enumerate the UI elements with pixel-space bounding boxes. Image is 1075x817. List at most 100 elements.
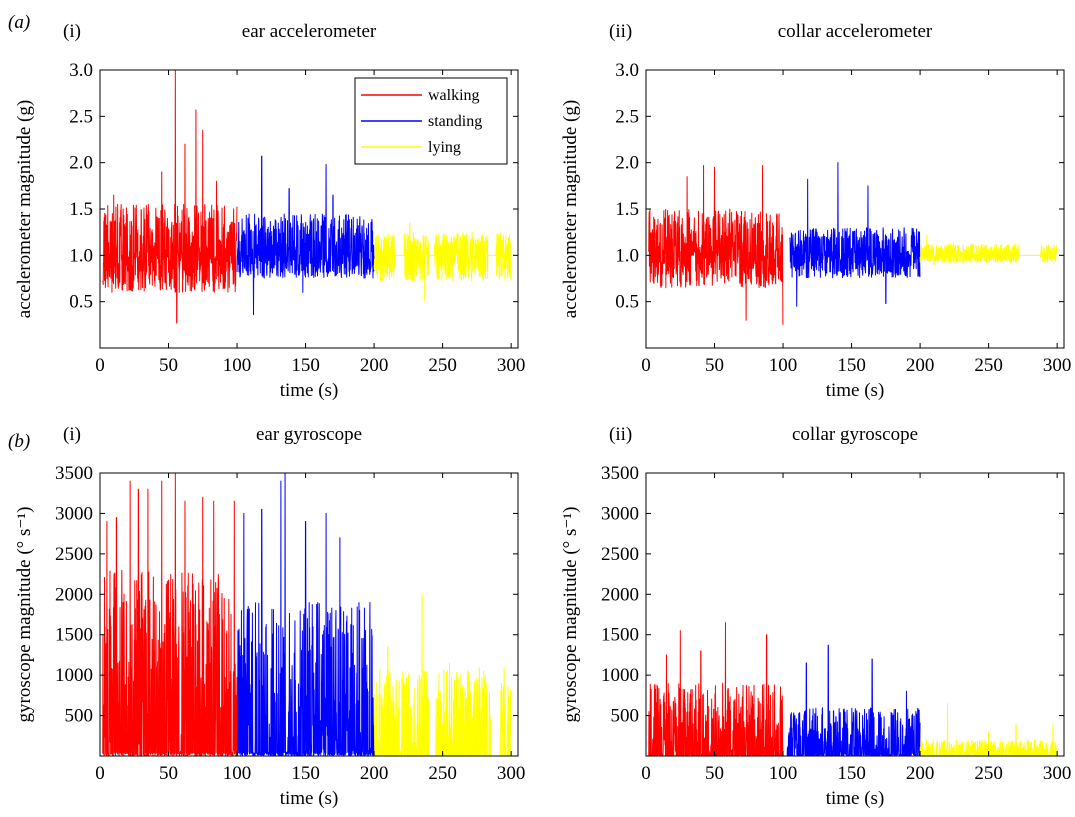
x-tick-label: 100 bbox=[769, 355, 798, 376]
x-tick-label: 100 bbox=[223, 763, 252, 784]
y-tick-label: 3500 bbox=[601, 463, 639, 484]
chart-sublabel: (i) bbox=[63, 424, 81, 445]
legend-label-walking: walking bbox=[428, 87, 480, 104]
chart-ear-gyro: 0 50 100 150 200 250 300 500 1000 1500 2000 2500 300… bbox=[14, 424, 525, 809]
y-tick-label: 1.5 bbox=[69, 199, 93, 220]
axes-frame bbox=[99, 472, 519, 757]
series-line-walking bbox=[102, 70, 238, 324]
chart-title: collar accelerometer bbox=[778, 21, 933, 42]
y-axis-label: gyroscope magnitude (° s⁻¹) bbox=[14, 507, 35, 723]
x-axis-label: time (s) bbox=[280, 788, 339, 809]
x-tick-label: 200 bbox=[360, 355, 389, 376]
legend: walking standing lying bbox=[354, 77, 508, 165]
series-line-standing bbox=[236, 473, 375, 756]
series-group bbox=[102, 473, 512, 756]
chart-ear-acc: 0 50 100 150 200 250 300 0.5 1.0 1.5 2.0 2.5 3.0 (i) e… bbox=[14, 21, 525, 401]
y-tick-label: 1500 bbox=[55, 625, 93, 646]
panel-label-a: (a) bbox=[8, 12, 30, 33]
x-tick-label: 300 bbox=[497, 355, 526, 376]
y-tick-label: 2000 bbox=[601, 584, 639, 605]
y-tick-label: 2000 bbox=[55, 584, 93, 605]
y-tick-label: 500 bbox=[611, 706, 640, 727]
series-line-lying bbox=[919, 234, 1058, 266]
y-axis-label: gyroscope magnitude (° s⁻¹) bbox=[560, 507, 581, 723]
x-tick-label: 50 bbox=[159, 763, 178, 784]
y-tick-label: 0.5 bbox=[615, 292, 639, 313]
y-tick-label: 1.5 bbox=[615, 199, 639, 220]
series-line-walking bbox=[648, 622, 784, 756]
x-tick-label: 250 bbox=[974, 763, 1003, 784]
x-tick-label: 150 bbox=[291, 355, 320, 376]
x-axis-label: time (s) bbox=[826, 380, 885, 401]
x-tick-label: 50 bbox=[705, 763, 724, 784]
panel-label-b: (b) bbox=[8, 431, 30, 452]
y-axis-label: accelerometer magnitude (g) bbox=[560, 100, 581, 318]
series-line-lying bbox=[919, 702, 1058, 756]
x-tick-label: 300 bbox=[497, 763, 526, 784]
chart-title: ear accelerometer bbox=[242, 21, 377, 42]
y-tick-label: 2.5 bbox=[69, 106, 93, 127]
x-tick-label: 0 bbox=[641, 763, 651, 784]
y-tick-label: 3000 bbox=[601, 503, 639, 524]
x-tick-label: 250 bbox=[974, 355, 1003, 376]
y-tick-label: 500 bbox=[65, 706, 94, 727]
x-tick-label: 0 bbox=[95, 763, 105, 784]
y-tick-label: 2500 bbox=[601, 544, 639, 565]
y-tick-label: 0.5 bbox=[69, 292, 93, 313]
x-tick-label: 150 bbox=[837, 763, 866, 784]
series-line-walking bbox=[102, 473, 238, 756]
x-tick-label: 300 bbox=[1043, 763, 1072, 784]
x-tick-label: 300 bbox=[1043, 355, 1072, 376]
series-line-walking bbox=[648, 164, 784, 325]
chart-collar-gyro: 0 50 100 150 200 250 300 500 1000 1500 2000 2500 300… bbox=[560, 424, 1071, 809]
series-group bbox=[648, 162, 1058, 325]
series-group bbox=[648, 622, 1058, 756]
y-tick-label: 3.0 bbox=[615, 60, 639, 81]
y-tick-label: 1500 bbox=[601, 625, 639, 646]
y-tick-label: 2.0 bbox=[615, 153, 639, 174]
y-tick-label: 3000 bbox=[55, 503, 93, 524]
legend-label-lying: lying bbox=[428, 139, 461, 156]
legend-label-standing: standing bbox=[428, 113, 482, 130]
y-tick-label: 3500 bbox=[55, 463, 93, 484]
y-tick-label: 1000 bbox=[601, 665, 639, 686]
y-tick-label: 2.5 bbox=[615, 106, 639, 127]
axes-frame bbox=[645, 69, 1065, 349]
y-tick-label: 2500 bbox=[55, 544, 93, 565]
chart-sublabel: (i) bbox=[63, 21, 81, 42]
x-tick-label: 250 bbox=[428, 355, 457, 376]
y-tick-label: 1.0 bbox=[615, 245, 639, 266]
y-tick-label: 1000 bbox=[55, 665, 93, 686]
x-tick-label: 100 bbox=[223, 355, 252, 376]
chart-sublabel: (ii) bbox=[609, 21, 632, 42]
y-tick-label: 3.0 bbox=[69, 60, 93, 81]
x-tick-label: 150 bbox=[291, 763, 320, 784]
x-axis-label: time (s) bbox=[280, 380, 339, 401]
y-tick-label: 1.0 bbox=[69, 245, 93, 266]
series-line-standing bbox=[786, 644, 921, 756]
chart-title: ear gyroscope bbox=[256, 424, 362, 445]
x-axis-label: time (s) bbox=[826, 788, 885, 809]
x-tick-label: 0 bbox=[641, 355, 651, 376]
series-line-lying bbox=[373, 593, 512, 756]
chart-title: collar gyroscope bbox=[792, 424, 918, 445]
chart-sublabel: (ii) bbox=[609, 424, 632, 445]
axes-frame bbox=[645, 472, 1065, 757]
charts-group: 0 50 100 150 200 250 300 0.5 1.0 1.5 2.0 2.5 3.0 (i) e… bbox=[14, 21, 1071, 809]
x-tick-label: 200 bbox=[906, 763, 935, 784]
x-tick-label: 0 bbox=[95, 355, 105, 376]
y-tick-label: 2.0 bbox=[69, 153, 93, 174]
series-line-lying bbox=[373, 222, 512, 303]
x-tick-label: 150 bbox=[837, 355, 866, 376]
series-line-standing bbox=[236, 155, 375, 316]
x-tick-label: 200 bbox=[906, 355, 935, 376]
y-axis-label: accelerometer magnitude (g) bbox=[14, 100, 35, 318]
x-tick-label: 200 bbox=[360, 763, 389, 784]
x-tick-label: 50 bbox=[705, 355, 724, 376]
x-tick-label: 100 bbox=[769, 763, 798, 784]
x-tick-label: 50 bbox=[159, 355, 178, 376]
series-group bbox=[102, 70, 512, 324]
x-tick-label: 250 bbox=[428, 763, 457, 784]
chart-collar-acc: 0 50 100 150 200 250 300 0.5 1.0 1.5 2.0 2.5 3.0 (ii)… bbox=[560, 21, 1071, 401]
